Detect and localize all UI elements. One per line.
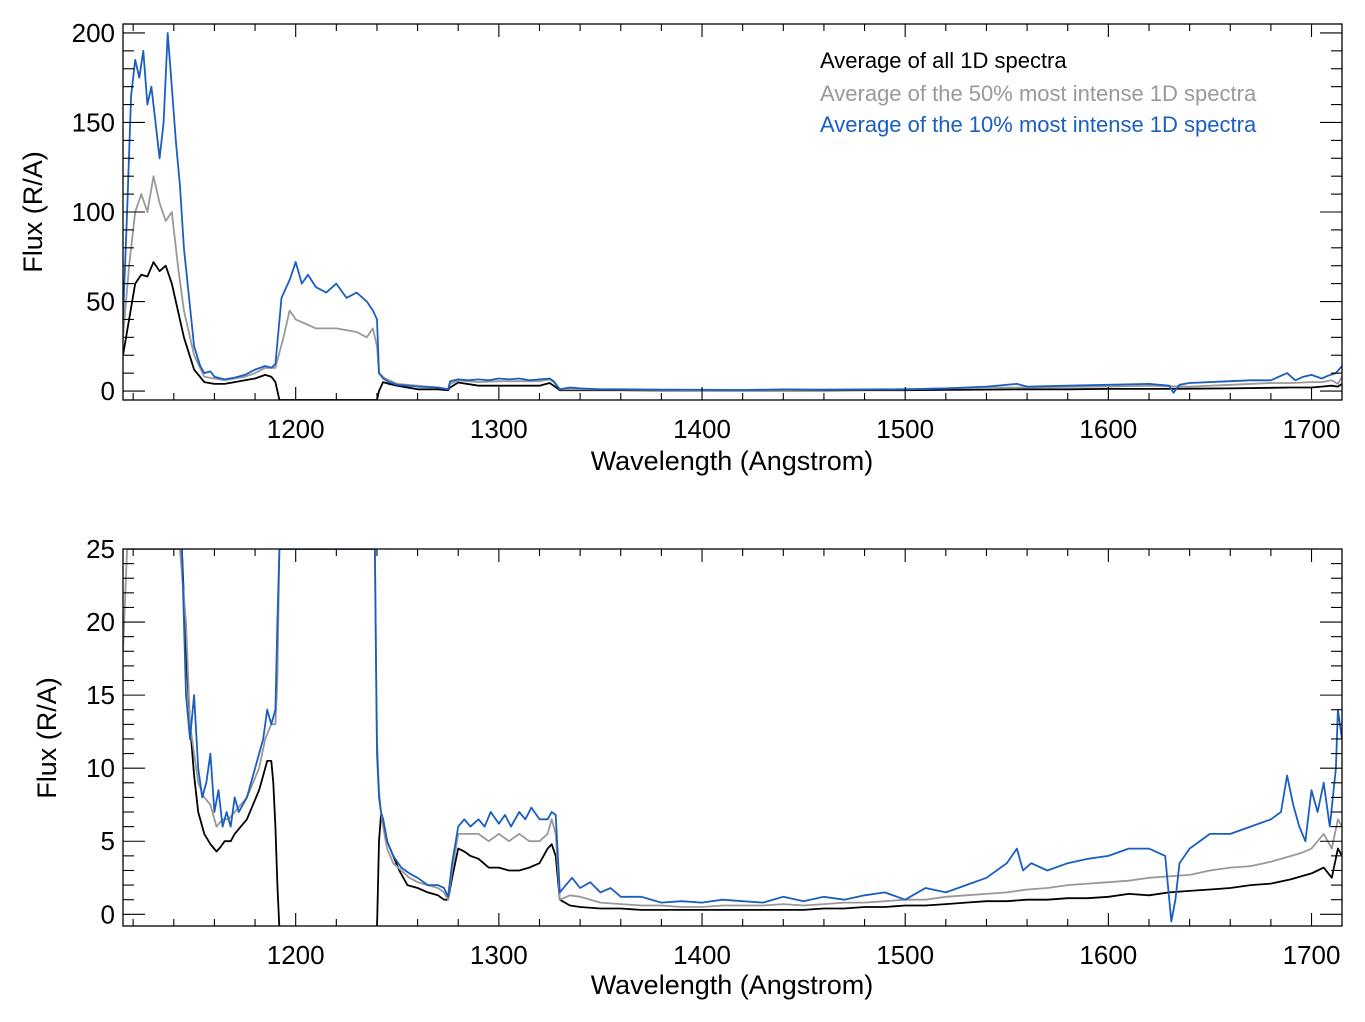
y-tick-label: 10 [86,753,115,783]
top-panel-tick-labels: 1200 1300 1400 1500 1600 1700 0 50 100 150 200 [72,18,1341,444]
top-spectrum-panel: 1200 1300 1400 1500 1600 1700 0 50 100 150 200 Wav… [18,18,1343,476]
series-line-all-spectra [123,261,1342,400]
y-tick-label: 100 [72,197,115,227]
bottom-panel-x-axis-title: Wavelength (Angstrom) [591,970,874,1000]
y-tick-label: 0 [101,899,115,929]
x-tick-label: 1200 [267,414,325,444]
top-panel-ticks [123,24,1342,400]
top-panel-frame [122,23,1343,401]
x-tick-label: 1500 [876,940,934,970]
bottom-panel-frame [122,548,1343,927]
x-tick-label: 1600 [1079,414,1137,444]
y-tick-label: 15 [86,680,115,710]
bottom-panel-series [123,549,1342,926]
series-line-top50-spectra [123,549,1342,908]
y-tick-label: 5 [101,826,115,856]
y-tick-label: 50 [86,287,115,317]
x-tick-label: 1400 [673,940,731,970]
x-tick-label: 1300 [470,414,528,444]
y-tick-label: 25 [86,534,115,564]
series-line-top10-spectra [181,549,1342,923]
legend-entry-all-spectra: Average of all 1D spectra [820,48,1067,73]
y-tick-label: 200 [72,18,115,48]
bottom-panel-y-axis-title: Flux (R/A) [32,677,62,799]
series-line-top10-spectra [123,32,1342,394]
legend-entry-top10-spectra: Average of the 10% most intense 1D spect… [820,112,1257,137]
y-tick-label: 150 [72,107,115,137]
x-tick-label: 1700 [1283,940,1341,970]
top-panel-series [123,32,1342,400]
bottom-spectrum-panel: 1200 1300 1400 1500 1600 1700 0 5 10 15 20 25 Wavel… [32,534,1343,1000]
bottom-panel-ticks [123,548,1342,926]
x-tick-label: 1400 [673,414,731,444]
series-line-all-spectra [181,549,1342,926]
legend: Average of all 1D spectra Average of the… [820,48,1257,137]
x-tick-label: 1500 [876,414,934,444]
top-panel-x-axis-title: Wavelength (Angstrom) [591,446,874,476]
bottom-panel-tick-labels: 1200 1300 1400 1500 1600 1700 0 5 10 15 20 25 [86,534,1340,970]
legend-entry-top50-spectra: Average of the 50% most intense 1D spect… [820,81,1257,106]
x-tick-label: 1700 [1283,414,1341,444]
x-tick-label: 1300 [470,940,528,970]
x-tick-label: 1600 [1079,940,1137,970]
y-tick-label: 0 [101,376,115,406]
y-tick-label: 20 [86,607,115,637]
top-panel-y-axis-title: Flux (R/A) [18,151,48,273]
x-tick-label: 1200 [267,940,325,970]
